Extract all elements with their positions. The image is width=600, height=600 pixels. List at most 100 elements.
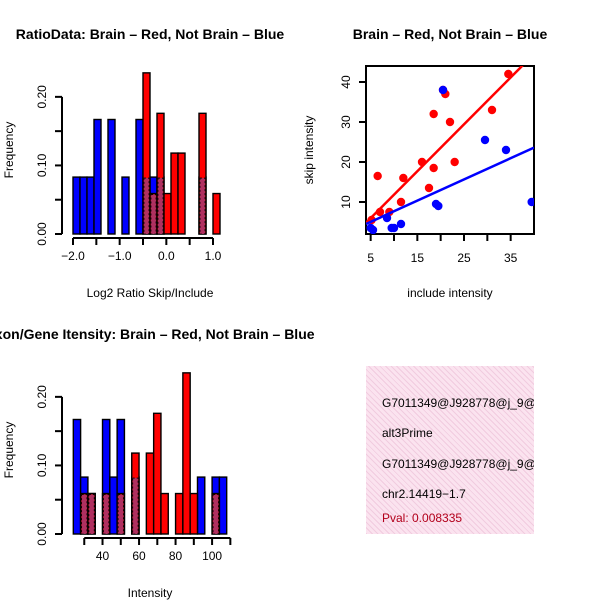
histogram-bar-brain bbox=[163, 192, 172, 235]
fit-line-brain bbox=[366, 66, 524, 224]
scatter-point-brain bbox=[487, 105, 497, 115]
info-event-type: alt3Prime bbox=[382, 426, 433, 440]
histogram-bar-brain bbox=[182, 372, 191, 535]
intensity-histogram-title: Exon/Gene Itensity: Brain – Red, Not Bra… bbox=[0, 326, 315, 342]
histogram-bar-brain bbox=[170, 152, 179, 235]
x-tick-label: −2.0 bbox=[61, 249, 85, 263]
scatter-point-not-brain bbox=[396, 219, 406, 229]
scatter-point-brain bbox=[399, 173, 408, 183]
scatter-plot-frame bbox=[365, 65, 535, 235]
y-tick-label: 0.10 bbox=[35, 453, 49, 477]
scatter-point-brain bbox=[450, 157, 459, 167]
histogram-bar-not-brain bbox=[86, 176, 95, 235]
scatter-point-not-brain bbox=[480, 135, 490, 145]
histogram-bar-not-brain bbox=[109, 476, 118, 535]
x-tick-label: 35 bbox=[504, 251, 518, 265]
scatter-point-brain bbox=[417, 157, 427, 167]
x-tick-label: 15 bbox=[411, 251, 425, 265]
scatter-point-brain bbox=[373, 171, 382, 181]
scatter-point-brain bbox=[396, 197, 406, 207]
x-tick-label: 80 bbox=[169, 549, 183, 563]
ratio-histogram-title: RatioData: Brain – Red, Not Brain – Blue bbox=[16, 26, 285, 42]
scatter-point-brain bbox=[424, 183, 434, 193]
exon-info-box: G7011349@J928778@j_9@j_10 alt3Prime G701… bbox=[366, 366, 534, 534]
x-tick-label: 1.0 bbox=[205, 249, 222, 263]
y-tick-label: 40 bbox=[339, 75, 353, 89]
histogram-bar-not-brain bbox=[93, 118, 102, 235]
histogram-bar-overlap bbox=[199, 177, 206, 235]
x-tick-label: 100 bbox=[202, 549, 222, 563]
histogram-bar-not-brain bbox=[107, 118, 116, 235]
fit-line-not-brain bbox=[366, 146, 534, 226]
scatter-ylabel: skip intensity bbox=[302, 116, 316, 185]
scatter-point-brain bbox=[504, 69, 513, 79]
histogram-bar-overlap bbox=[212, 494, 219, 535]
histogram-bar-brain bbox=[160, 492, 169, 535]
scatter-axes: 5 15 25 35 10 20 30 40 bbox=[339, 75, 517, 265]
histogram-bar-brain bbox=[174, 492, 184, 535]
histogram-bar-not-brain bbox=[72, 418, 82, 535]
scatter-point-not-brain bbox=[434, 201, 443, 211]
scatter-point-not-brain bbox=[438, 85, 448, 95]
histogram-bar-not-brain bbox=[72, 176, 81, 235]
histogram-bar-overlap bbox=[103, 494, 110, 535]
x-tick-label: 0.0 bbox=[158, 249, 175, 263]
y-tick-label: 0.10 bbox=[35, 153, 49, 177]
intensity-histogram-ylabel: Frequency bbox=[2, 422, 16, 479]
y-tick-label: 0.00 bbox=[35, 522, 49, 546]
scatter-point-not-brain bbox=[389, 223, 399, 233]
histogram-bar-not-brain bbox=[79, 176, 88, 235]
intensity-histogram-axes: 40 60 80 100 0.00 0.10 0.20 bbox=[35, 385, 232, 563]
intensity-histogram-xlabel: Intensity bbox=[128, 586, 173, 600]
histogram-bar-overlap bbox=[81, 494, 88, 535]
scatter-point-brain bbox=[445, 117, 455, 127]
info-gene-id: G7011349@J928778@j_9@j_10 bbox=[382, 396, 534, 410]
histogram-bar-brain bbox=[145, 452, 155, 535]
histogram-bar-overlap bbox=[132, 477, 139, 535]
y-tick-label: 30 bbox=[339, 115, 353, 129]
info-location: chr2.14419−1.7 bbox=[382, 487, 466, 501]
intensity-histogram-bars bbox=[72, 372, 228, 535]
histogram-bar-not-brain bbox=[121, 176, 130, 235]
ratio-histogram-bars bbox=[72, 72, 221, 235]
scatter-point-not-brain bbox=[382, 213, 392, 223]
x-tick-label: 60 bbox=[132, 549, 146, 563]
histogram-bar-overlap bbox=[157, 177, 164, 235]
ratio-histogram-xlabel: Log2 Ratio Skip/Include bbox=[87, 286, 214, 300]
scatter-point-brain bbox=[375, 207, 385, 217]
histogram-bar-brain bbox=[152, 412, 162, 535]
x-tick-label: −1.0 bbox=[108, 249, 132, 263]
y-tick-label: 0.20 bbox=[35, 385, 49, 409]
info-junction-id: G7011349@J928778@j_9@j_10 bbox=[382, 457, 534, 471]
ratio-histogram-axes: −2.0 −1.0 0.0 1.0 0.00 0.10 0.20 bbox=[35, 85, 221, 263]
info-pval: Pval: 0.008335 bbox=[382, 511, 463, 525]
histogram-bar-not-brain bbox=[218, 476, 228, 535]
y-tick-label: 0.20 bbox=[35, 85, 49, 109]
scatter-point-brain bbox=[429, 109, 438, 119]
scatter-xlabel: include intensity bbox=[407, 286, 492, 300]
histogram-bar-overlap bbox=[150, 194, 157, 235]
scatter-point-brain bbox=[429, 163, 438, 173]
histogram-bar-brain bbox=[177, 152, 186, 235]
x-tick-label: 40 bbox=[96, 549, 110, 563]
histogram-bar-not-brain bbox=[196, 476, 206, 535]
histogram-bar-not-brain bbox=[135, 118, 144, 235]
ratio-histogram-ylabel: Frequency bbox=[2, 122, 16, 179]
x-tick-label: 25 bbox=[457, 251, 471, 265]
ratio-histogram-panel: RatioData: Brain – Red, Not Brain – Blue… bbox=[2, 26, 284, 300]
histogram-bar-overlap bbox=[88, 494, 95, 535]
x-tick-label: 5 bbox=[367, 251, 374, 265]
y-tick-label: 10 bbox=[339, 195, 353, 209]
scatter-point-not-brain bbox=[527, 197, 534, 207]
histogram-bar-brain bbox=[212, 192, 221, 235]
y-tick-label: 0.00 bbox=[35, 222, 49, 246]
scatter-point-not-brain bbox=[501, 145, 511, 155]
histogram-bar-overlap bbox=[143, 177, 150, 235]
scatter-point-not-brain bbox=[368, 225, 378, 234]
histogram-bar-brain bbox=[189, 492, 199, 535]
scatter-content bbox=[366, 66, 534, 234]
scatter-title: Brain – Red, Not Brain – Blue bbox=[353, 26, 548, 42]
histogram-bar-overlap bbox=[117, 494, 124, 535]
intensity-histogram-panel: Exon/Gene Itensity: Brain – Red, Not Bra… bbox=[0, 326, 315, 600]
